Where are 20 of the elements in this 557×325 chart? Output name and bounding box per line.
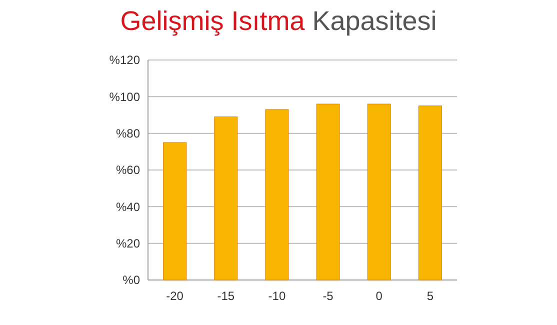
y-tick-label: %0 xyxy=(122,273,140,288)
x-tick-label: -15 xyxy=(217,289,235,303)
y-tick-label: %120 xyxy=(109,53,140,68)
y-tick-label: %60 xyxy=(116,163,140,178)
y-tick-label: %20 xyxy=(116,236,140,251)
x-tick-label: 5 xyxy=(426,289,434,303)
bar xyxy=(214,116,238,280)
bar xyxy=(163,142,187,280)
bar xyxy=(418,106,442,280)
x-tick-label: -10 xyxy=(268,289,286,303)
x-tick-label: -5 xyxy=(322,289,334,303)
bar xyxy=(265,109,289,280)
y-tick-label: %80 xyxy=(116,126,140,141)
y-tick-label: %100 xyxy=(109,90,140,104)
x-tick-label: 0 xyxy=(376,289,383,303)
bar xyxy=(367,104,391,280)
y-tick-label: %40 xyxy=(116,200,140,214)
bar xyxy=(316,104,340,280)
x-tick-label: -20 xyxy=(166,289,184,303)
chart-title: Gelişmiş Isıtma Kapasitesi xyxy=(120,6,437,36)
